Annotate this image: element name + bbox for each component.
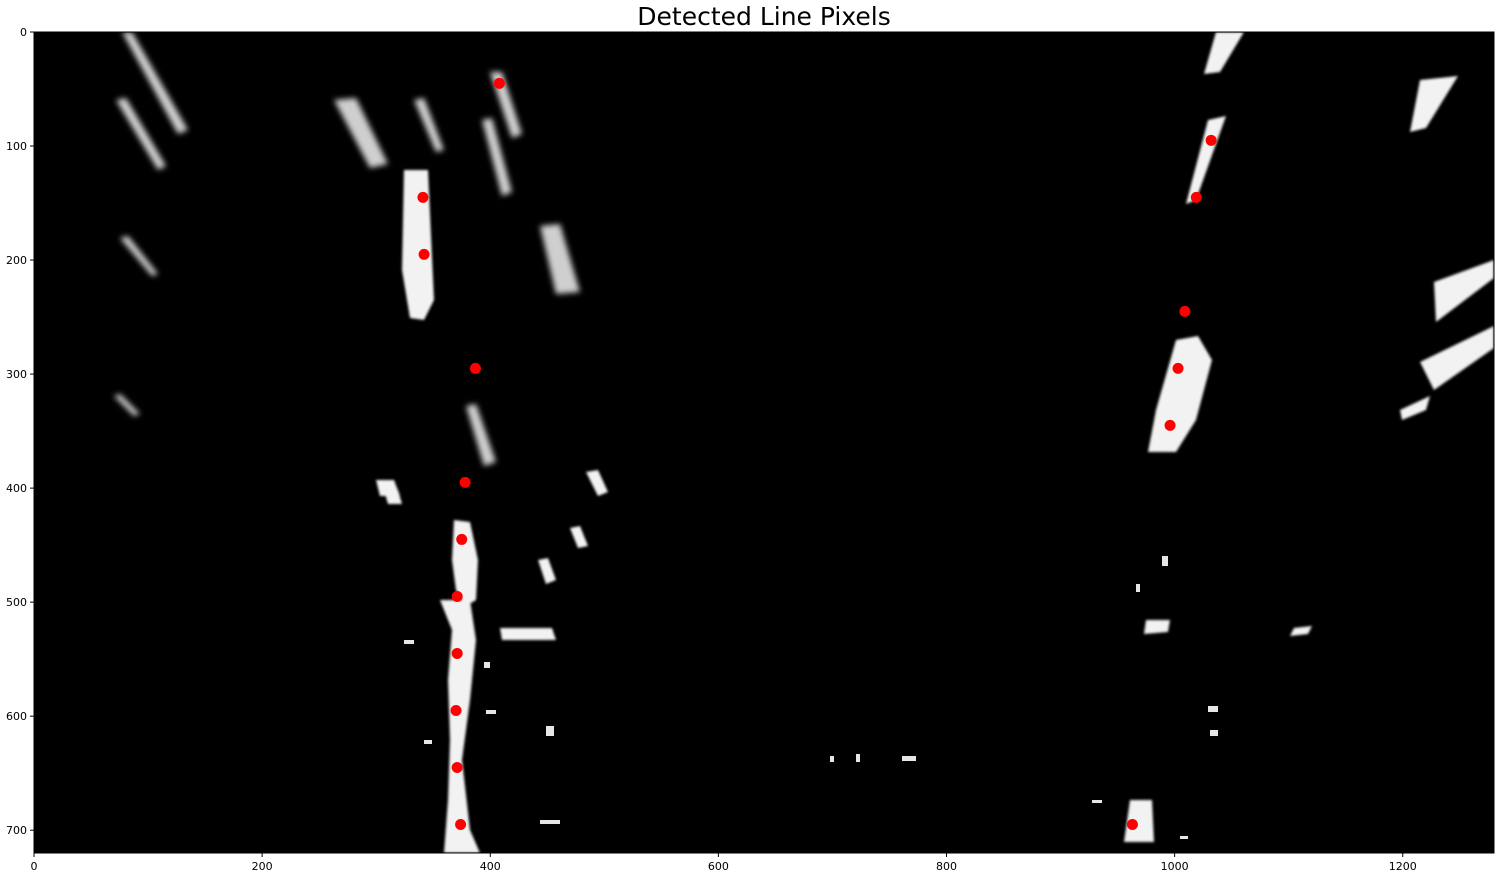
- detected-points: [417, 77, 1217, 830]
- right-lane-point: [1205, 134, 1217, 146]
- left-lane-point: [450, 704, 462, 716]
- y-tick-label: 200: [6, 254, 27, 267]
- x-tick-label: 400: [480, 860, 501, 873]
- left-lane-point: [469, 362, 481, 374]
- right-lane-point: [1164, 419, 1176, 431]
- y-axis-ticks: 0 100 200 300 400 500 600 700: [6, 26, 34, 837]
- left-lane-point: [456, 533, 468, 545]
- left-lane-point: [451, 761, 463, 773]
- left-lane-point: [418, 248, 430, 260]
- x-axis-ticks: 0 200 400 600 800 1000 1200: [31, 853, 1417, 873]
- y-tick-label: 100: [6, 140, 27, 153]
- right-lane-point: [1126, 818, 1138, 830]
- x-tick-label: 0: [31, 860, 38, 873]
- left-lane-point: [417, 191, 429, 203]
- y-tick-label: 700: [6, 824, 27, 837]
- left-lane-point: [455, 818, 467, 830]
- left-lane-point: [451, 647, 463, 659]
- y-tick-label: 300: [6, 368, 27, 381]
- y-tick-label: 500: [6, 596, 27, 609]
- y-tick-label: 400: [6, 482, 27, 495]
- right-lane-point: [1190, 191, 1202, 203]
- left-lane-point: [451, 590, 463, 602]
- x-tick-label: 1000: [1161, 860, 1189, 873]
- binary-image-features: [114, 32, 1494, 853]
- x-tick-label: 200: [252, 860, 273, 873]
- left-lane-point: [459, 476, 471, 488]
- x-tick-label: 1200: [1389, 860, 1417, 873]
- plot-frame: [33, 31, 1495, 854]
- left-lane-point: [493, 77, 505, 89]
- x-tick-label: 600: [708, 860, 729, 873]
- image-background: [34, 32, 1494, 853]
- x-tick-label: 800: [936, 860, 957, 873]
- right-lane-point: [1172, 362, 1184, 374]
- y-tick-label: 0: [20, 26, 27, 39]
- right-lane-point: [1179, 305, 1191, 317]
- y-tick-label: 600: [6, 710, 27, 723]
- chart-title: Detected Line Pixels: [637, 2, 891, 31]
